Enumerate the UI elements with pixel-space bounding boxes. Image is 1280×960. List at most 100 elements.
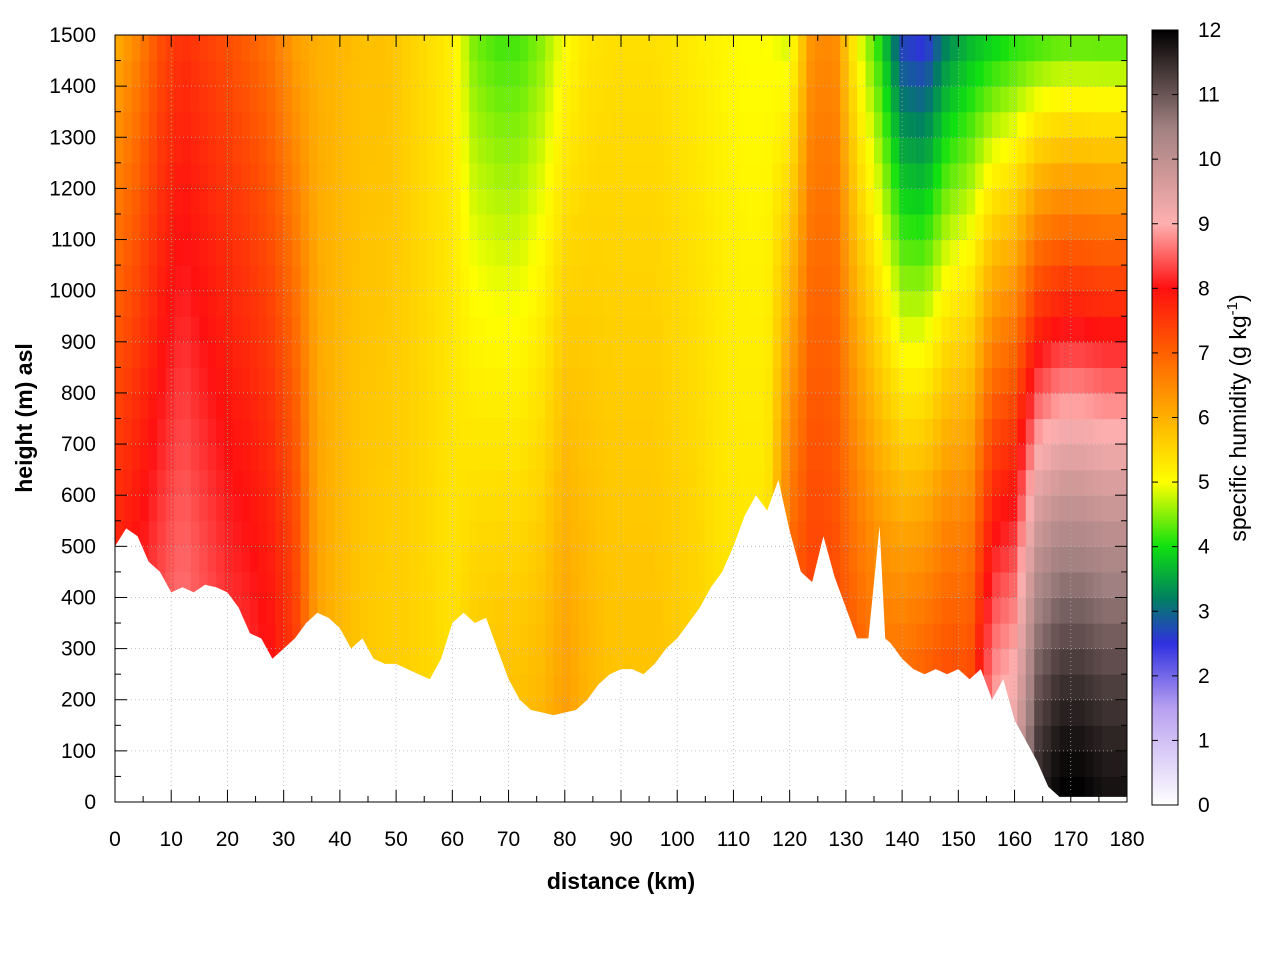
humidity-cell: [713, 469, 723, 496]
humidity-cell: [359, 35, 369, 62]
humidity-cell: [874, 316, 884, 343]
humidity-cell: [621, 648, 631, 675]
humidity-cell: [958, 239, 968, 266]
humidity-cell: [410, 341, 420, 368]
humidity-cell: [477, 367, 487, 394]
humidity-cell: [519, 674, 529, 701]
humidity-cell: [275, 520, 285, 547]
humidity-cell: [1067, 597, 1077, 624]
humidity-cell: [1051, 495, 1061, 522]
humidity-cell: [722, 469, 732, 496]
humidity-cell: [452, 316, 462, 343]
humidity-cell: [258, 137, 268, 164]
humidity-cell: [292, 188, 302, 215]
humidity-cell: [772, 444, 782, 471]
humidity-cell: [131, 290, 141, 317]
humidity-cell: [612, 137, 622, 164]
humidity-cell: [1017, 418, 1027, 445]
humidity-cell: [680, 392, 690, 420]
humidity-cell: [182, 546, 192, 573]
humidity-cell: [621, 60, 631, 87]
humidity-cell: [435, 213, 445, 241]
humidity-cell: [747, 111, 757, 138]
humidity-cell: [595, 520, 605, 547]
humidity-cell: [182, 392, 192, 420]
humidity-cell: [755, 86, 765, 113]
humidity-cell: [722, 213, 732, 241]
humidity-cell: [933, 648, 943, 675]
humidity-cell: [1110, 648, 1120, 675]
humidity-cell: [460, 290, 470, 317]
humidity-cell: [241, 392, 251, 420]
humidity-cell: [958, 316, 968, 343]
humidity-cell: [545, 571, 555, 599]
humidity-cell: [258, 495, 268, 522]
humidity-cell: [739, 418, 749, 445]
humidity-cell: [241, 316, 251, 343]
humidity-cell: [1034, 86, 1044, 113]
humidity-cell: [342, 265, 352, 292]
humidity-cell: [115, 520, 125, 547]
humidity-cell: [368, 495, 378, 522]
humidity-cell: [1034, 265, 1044, 292]
humidity-cell: [1059, 35, 1069, 62]
humidity-cell: [865, 60, 875, 87]
humidity-cell: [258, 60, 268, 87]
humidity-cell: [755, 418, 765, 445]
humidity-cell: [882, 418, 892, 445]
colorbar-tick-label: 5: [1198, 471, 1210, 494]
humidity-cell: [798, 444, 808, 471]
humidity-cell: [359, 571, 369, 599]
humidity-cell: [519, 469, 529, 496]
humidity-cell: [992, 239, 1002, 266]
humidity-cell: [882, 60, 892, 87]
humidity-cell: [469, 495, 479, 522]
y-tick-label: 1200: [49, 177, 96, 200]
humidity-cell: [325, 137, 335, 164]
humidity-cell: [545, 367, 555, 394]
humidity-cell: [393, 188, 403, 215]
humidity-cell: [1017, 623, 1027, 650]
humidity-cell: [477, 239, 487, 266]
humidity-cell: [266, 60, 276, 87]
humidity-cell: [258, 623, 268, 650]
humidity-cell: [730, 520, 740, 547]
humidity-cell: [621, 469, 631, 496]
humidity-cell: [730, 290, 740, 317]
humidity-cell: [874, 290, 884, 317]
humidity-cell: [502, 162, 512, 189]
humidity-cell: [401, 188, 411, 215]
humidity-cell: [1051, 648, 1061, 675]
humidity-cell: [393, 162, 403, 189]
humidity-cell: [1110, 367, 1120, 394]
humidity-cell: [283, 597, 293, 624]
humidity-cell: [1017, 571, 1027, 599]
humidity-cell: [722, 495, 732, 522]
humidity-cell: [1110, 418, 1120, 445]
humidity-cell: [713, 188, 723, 215]
humidity-cell: [1042, 213, 1052, 241]
humidity-cell: [1110, 750, 1120, 778]
humidity-cell: [1000, 571, 1010, 599]
humidity-cell: [300, 546, 310, 573]
humidity-cell: [680, 341, 690, 368]
humidity-cell: [486, 341, 496, 368]
humidity-cell: [629, 571, 639, 599]
humidity-cell: [966, 316, 976, 343]
humidity-cell: [865, 290, 875, 317]
humidity-cell: [781, 86, 791, 113]
humidity-cell: [115, 60, 125, 87]
humidity-cell: [292, 469, 302, 496]
humidity-cell: [857, 623, 867, 650]
humidity-cell: [578, 188, 588, 215]
humidity-cell: [924, 60, 934, 87]
humidity-cell: [359, 60, 369, 87]
humidity-cell: [545, 520, 555, 547]
humidity-cell: [308, 418, 318, 445]
humidity-cell: [536, 546, 546, 573]
humidity-cell: [123, 111, 133, 138]
humidity-cell: [713, 444, 723, 471]
humidity-cell: [907, 86, 917, 113]
humidity-cell: [1084, 623, 1094, 650]
humidity-cell: [1017, 316, 1027, 343]
